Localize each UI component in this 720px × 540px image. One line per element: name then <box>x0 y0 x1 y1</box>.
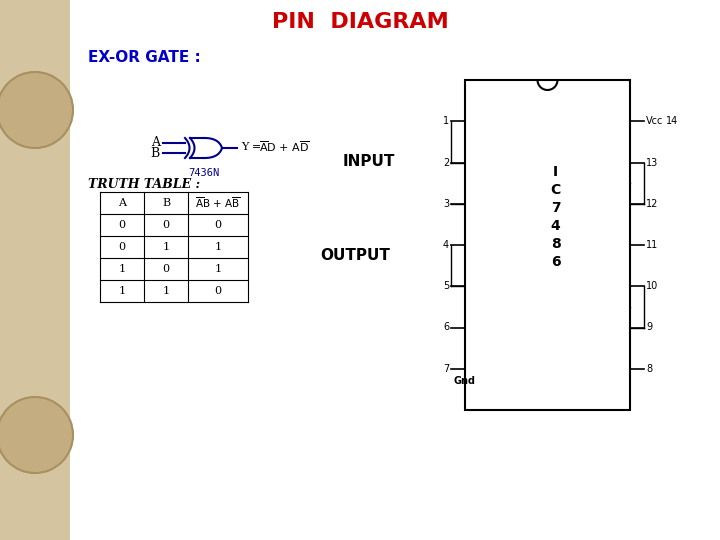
Text: $\overline{\rm A}$B + A$\overline{\rm B}$: $\overline{\rm A}$B + A$\overline{\rm B}… <box>195 195 241 211</box>
Text: 0: 0 <box>118 242 125 252</box>
Text: B: B <box>162 198 170 208</box>
Text: 0: 0 <box>215 220 222 230</box>
Bar <box>0 0 70 540</box>
Text: 7: 7 <box>551 201 560 215</box>
Text: 7436N: 7436N <box>189 168 220 178</box>
Text: 0: 0 <box>215 286 222 296</box>
Text: PIN  DIAGRAM: PIN DIAGRAM <box>271 12 449 32</box>
Circle shape <box>0 397 73 473</box>
Text: EX-OR GATE :: EX-OR GATE : <box>88 50 201 65</box>
Text: 1: 1 <box>163 286 170 296</box>
Text: A: A <box>151 136 160 149</box>
Text: 1: 1 <box>118 286 125 296</box>
Text: 0: 0 <box>163 264 170 274</box>
Text: 5: 5 <box>443 281 449 291</box>
Text: TRUTH TABLE :: TRUTH TABLE : <box>88 178 200 191</box>
Text: A: A <box>118 198 126 208</box>
Text: 0: 0 <box>118 220 125 230</box>
Text: $\overline{\rm A}$D + A$\overline{\rm D}$: $\overline{\rm A}$D + A$\overline{\rm D}… <box>259 140 310 154</box>
Text: INPUT: INPUT <box>343 154 395 170</box>
Text: 1: 1 <box>443 116 449 126</box>
Text: 0: 0 <box>163 220 170 230</box>
Text: Gnd: Gnd <box>453 376 475 386</box>
Text: 12: 12 <box>646 199 658 209</box>
Bar <box>465 80 630 410</box>
Text: 13: 13 <box>646 158 658 167</box>
Text: 8: 8 <box>646 364 652 374</box>
Text: 4: 4 <box>443 240 449 250</box>
Text: B: B <box>150 147 160 160</box>
Text: 1: 1 <box>215 264 222 274</box>
Text: 4: 4 <box>551 219 560 233</box>
Text: C: C <box>550 184 561 198</box>
Text: 6: 6 <box>551 255 560 269</box>
Text: 11: 11 <box>646 240 658 250</box>
Text: 9: 9 <box>646 322 652 333</box>
Text: 6: 6 <box>443 322 449 333</box>
Text: 8: 8 <box>551 238 560 252</box>
Text: 3: 3 <box>443 199 449 209</box>
Text: 1: 1 <box>163 242 170 252</box>
Text: 10: 10 <box>646 281 658 291</box>
Text: OUTPUT: OUTPUT <box>320 247 390 262</box>
Text: Y =: Y = <box>241 142 265 152</box>
Text: 1: 1 <box>215 242 222 252</box>
Text: 14: 14 <box>666 116 678 126</box>
Text: 7: 7 <box>443 364 449 374</box>
Text: 1: 1 <box>118 264 125 274</box>
Circle shape <box>0 72 73 148</box>
Text: Vcc: Vcc <box>646 116 663 126</box>
Text: 2: 2 <box>443 158 449 167</box>
Text: I: I <box>553 165 558 179</box>
